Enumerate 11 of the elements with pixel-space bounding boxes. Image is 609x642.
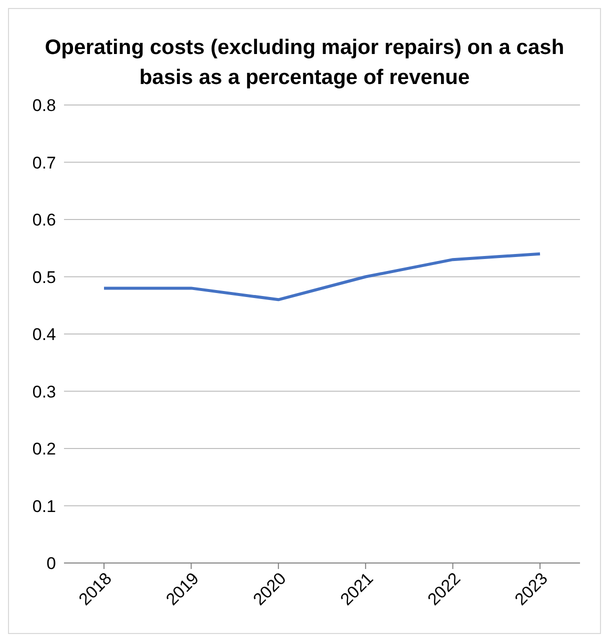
line-series (102, 252, 542, 302)
y-tick-label: 0.4 (32, 325, 56, 344)
y-tick-label: 0.1 (32, 496, 56, 516)
y-tick-label: 0.2 (32, 440, 56, 459)
y-tick-label: 0.3 (32, 382, 56, 402)
y-tick-label: 0.6 (32, 210, 56, 230)
y-tick-label: 0.5 (32, 268, 56, 287)
chart-title: Operating costs (excluding major repairs) on a cash basis as a percentage of revenue (44, 35, 566, 91)
y-tick-label: 0 (46, 554, 56, 574)
y-tick-label: 0.7 (32, 153, 56, 172)
y-tick-label: 0.8 (32, 96, 56, 116)
